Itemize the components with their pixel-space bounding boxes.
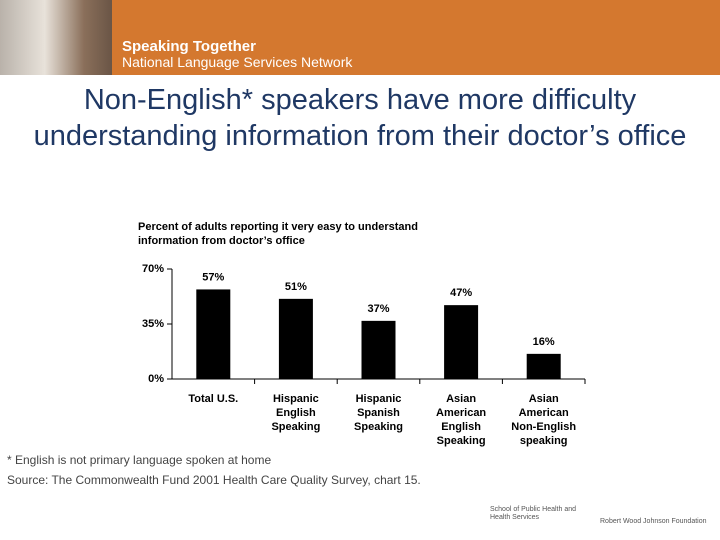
value-label: 37% bbox=[367, 303, 389, 315]
y-tick-label: 35% bbox=[142, 318, 164, 330]
value-label: 51% bbox=[285, 281, 307, 293]
header-title: Speaking Together bbox=[122, 38, 256, 55]
x-tick-label: Hispanic English Speaking bbox=[271, 393, 321, 433]
slide-title: Non-English* speakers have more difficul… bbox=[33, 84, 687, 152]
header-subtitle: National Language Services Network bbox=[122, 54, 353, 70]
value-label: 47% bbox=[450, 287, 472, 299]
y-tick-label: 0% bbox=[148, 373, 164, 385]
chart-subtitle: Percent of adults reporting it very easy… bbox=[138, 221, 418, 247]
x-tick-label: Asian American English Speaking bbox=[436, 393, 487, 447]
x-tick-label: Hispanic Spanish Speaking bbox=[354, 393, 403, 433]
x-tick-label: Total U.S. bbox=[188, 393, 239, 405]
bar bbox=[526, 353, 561, 379]
x-tick-label: Asian American Non-English speaking bbox=[511, 393, 577, 447]
bar bbox=[278, 298, 313, 379]
footnote: Source: The Commonwealth Fund 2001 Healt… bbox=[7, 473, 421, 487]
value-label: 16% bbox=[533, 336, 555, 348]
y-tick-label: 70% bbox=[142, 263, 164, 275]
header-bar bbox=[0, 0, 720, 75]
bar bbox=[196, 289, 231, 379]
footnote: * English is not primary language spoken… bbox=[7, 453, 272, 467]
bar bbox=[444, 305, 479, 379]
header-photo bbox=[0, 0, 112, 75]
logo: School of Public Health and Health Servi… bbox=[490, 506, 576, 521]
value-label: 57% bbox=[202, 271, 224, 283]
bar bbox=[361, 320, 396, 379]
logo: Robert Wood Johnson Foundation bbox=[600, 518, 707, 525]
